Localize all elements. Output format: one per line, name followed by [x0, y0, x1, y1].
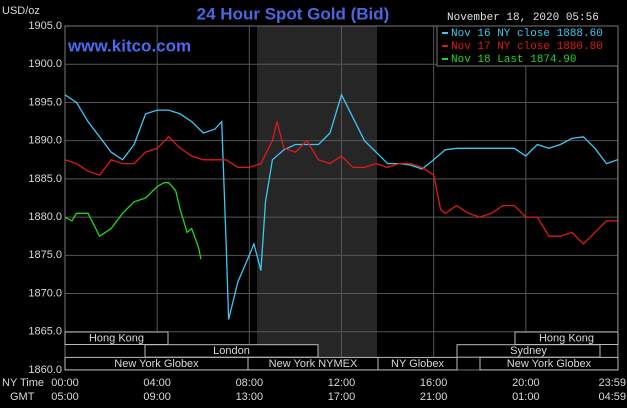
legend-box: [436, 25, 619, 67]
x-tick-label: 08:00: [236, 377, 264, 389]
x2-tick-label: 21:00: [420, 391, 448, 403]
y-tick-label: 1860.0: [28, 364, 62, 376]
y-tick-label: 1900.0: [28, 58, 62, 70]
chart-title: 24 Hour Spot Gold (Bid): [197, 4, 390, 23]
timestamp: November 18, 2020 05:56: [447, 12, 599, 24]
session-box: [377, 356, 458, 371]
y-tick-label: 1895.0: [28, 96, 62, 108]
session-box: [479, 356, 619, 371]
y-tick-label: 1870.0: [28, 287, 62, 299]
session-box: [64, 331, 169, 345]
x2-tick-label: 05:00: [51, 391, 79, 403]
series-line: [64, 182, 202, 260]
session-label: New York Globex: [114, 358, 199, 370]
x2-tick-label: 17:00: [328, 391, 356, 403]
x-axis-label: NY Time: [2, 377, 44, 389]
x-tick-label: 23:59: [598, 377, 626, 389]
session-label: Hong Kong: [539, 333, 594, 345]
legend-label: Nov 17 NY close 1880.80: [451, 41, 603, 53]
session-label: NY Globex: [391, 358, 444, 370]
y-tick-label: 1890.0: [28, 135, 62, 147]
x-tick-label: 16:00: [420, 377, 448, 389]
session-label: Sydney: [510, 345, 547, 357]
y-axis-label: USD/oz: [2, 5, 40, 17]
session-label: New York NYMEX: [269, 358, 358, 370]
x-tick-label: 00:00: [51, 377, 79, 389]
session-label: New York Globex: [507, 358, 592, 370]
y-tick-label: 1865.0: [28, 326, 62, 338]
x-tick-label: 04:00: [143, 377, 171, 389]
y-tick-label: 1875.0: [28, 249, 62, 261]
x2-tick-label: 04:59: [598, 391, 626, 403]
legend-label: Nov 18 Last 1874.90: [451, 54, 576, 66]
x-tick-label: 20:00: [512, 377, 540, 389]
x-tick-label: 12:00: [328, 377, 356, 389]
nymex-shade: [257, 26, 377, 370]
watermark: www.kitco.com: [67, 36, 191, 55]
legend-label: Nov 16 NY close 1888.60: [451, 28, 603, 40]
y-tick-label: 1880.0: [28, 211, 62, 223]
y-tick-label: 1885.0: [28, 173, 62, 185]
x2-tick-label: 01:00: [512, 391, 540, 403]
series-line: [64, 121, 618, 245]
x2-tick-label: 09:00: [143, 391, 171, 403]
session-label: London: [213, 345, 250, 357]
series-line: [64, 93, 618, 320]
x2-axis-label: GMT: [10, 391, 35, 403]
x2-tick-label: 13:00: [236, 391, 264, 403]
y-tick-label: 1905.0: [28, 20, 62, 32]
session-label: Hong Kong: [89, 333, 144, 345]
